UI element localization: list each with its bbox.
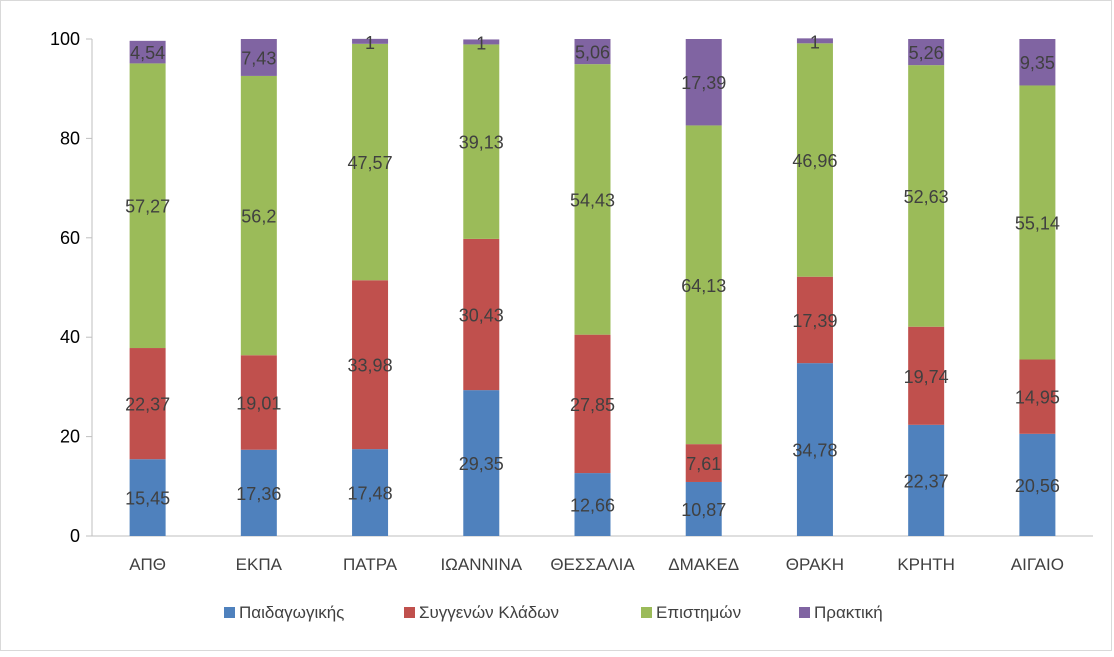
data-label: 52,63 — [904, 187, 949, 207]
x-category-label: ΑΠΘ — [129, 555, 166, 574]
bar-segment — [1019, 359, 1056, 434]
legend-label: Παιδαγωγικής — [239, 603, 344, 622]
bar-segment — [463, 390, 500, 536]
bar-segment — [685, 39, 722, 126]
x-category-label: ΘΕΣΣΑΛΙΑ — [550, 555, 635, 574]
x-category-label: ΕΚΠΑ — [236, 555, 283, 574]
data-label: 19,74 — [904, 367, 949, 387]
y-tick-label: 80 — [60, 128, 80, 148]
bar-segment — [129, 348, 166, 460]
legend-swatch — [404, 607, 415, 618]
data-label: 19,01 — [236, 393, 281, 413]
bar-segment — [796, 38, 833, 44]
x-category-label: ΠΑΤΡΑ — [343, 555, 398, 574]
bar-segment — [685, 444, 722, 482]
legend-label: Συγγενών Κλάδων — [419, 603, 559, 622]
bar-segment — [796, 43, 833, 277]
data-label: 29,35 — [459, 454, 504, 474]
bar-segment — [908, 65, 945, 327]
data-label: 22,37 — [125, 395, 170, 415]
bar-segment — [240, 449, 277, 536]
data-label: 17,36 — [236, 484, 281, 504]
data-label: 57,27 — [125, 197, 170, 217]
bar-segment — [574, 473, 611, 536]
data-label: 15,45 — [125, 489, 170, 509]
data-label: 7,43 — [241, 48, 276, 68]
bar-segment — [352, 38, 389, 44]
y-tick-label: 60 — [60, 228, 80, 248]
x-category-label: ΘΡΑΚΗ — [786, 555, 844, 574]
bar-segment — [796, 363, 833, 536]
data-label: 17,48 — [348, 484, 393, 504]
bar-segment — [240, 75, 277, 356]
data-label: 34,78 — [792, 441, 837, 461]
data-label: 1 — [365, 33, 375, 53]
data-label: 12,66 — [570, 496, 615, 516]
data-label: 30,43 — [459, 306, 504, 326]
bar-segment — [574, 64, 611, 335]
bar-segment — [685, 125, 722, 445]
data-label: 5,06 — [575, 43, 610, 63]
bar-segment — [574, 334, 611, 474]
legend-swatch — [641, 607, 652, 618]
x-category-label: ΙΩΑΝΝΙΝΑ — [440, 555, 522, 574]
data-label: 17,39 — [792, 311, 837, 331]
bar-segment — [1019, 433, 1056, 536]
bar-segment — [352, 449, 389, 536]
bar-segment — [908, 326, 945, 425]
x-category-label: ΔΜΑΚΕΔ — [668, 555, 739, 574]
data-label: 1 — [476, 33, 486, 53]
data-label: 27,85 — [570, 395, 615, 415]
x-category-label: ΚΡΗΤΗ — [897, 555, 955, 574]
data-label: 54,43 — [570, 190, 615, 210]
bar-segment — [129, 63, 166, 349]
data-label: 7,61 — [686, 454, 721, 474]
bar-segment — [685, 481, 722, 536]
x-category-label: ΑΙΓΑΙΟ — [1011, 555, 1064, 574]
bar-segment — [463, 238, 500, 391]
data-label: 5,26 — [909, 43, 944, 63]
bar-segment — [129, 459, 166, 536]
bar-segment — [240, 355, 277, 450]
data-label: 1 — [810, 32, 820, 52]
bar-segment — [463, 39, 500, 45]
bar-segment — [1019, 39, 1056, 86]
bar-segment — [1019, 85, 1056, 360]
data-label: 14,95 — [1015, 388, 1060, 408]
bar-segment — [463, 44, 500, 239]
data-label: 22,37 — [904, 471, 949, 491]
legend-label: Πρακτική — [814, 603, 883, 622]
legend-swatch — [799, 607, 810, 618]
data-label: 46,96 — [792, 151, 837, 171]
data-label: 39,13 — [459, 133, 504, 153]
data-label: 55,14 — [1015, 213, 1060, 233]
bar-segment — [352, 43, 389, 281]
data-label: 56,2 — [241, 207, 276, 227]
y-tick-label: 0 — [70, 526, 80, 546]
bar-segment — [908, 39, 945, 66]
data-label: 20,56 — [1015, 476, 1060, 496]
bar-segment — [240, 39, 277, 76]
y-tick-label: 40 — [60, 327, 80, 347]
data-label: 64,13 — [681, 276, 726, 296]
data-label: 33,98 — [348, 356, 393, 376]
y-tick-label: 20 — [60, 427, 80, 447]
bar-segment — [129, 40, 166, 64]
legend-swatch — [224, 607, 235, 618]
data-label: 17,39 — [681, 73, 726, 93]
legend-label: Επιστημών — [656, 603, 741, 622]
bar-segment — [574, 39, 611, 65]
data-label: 10,87 — [681, 500, 726, 520]
bar-segment — [796, 276, 833, 364]
data-label: 9,35 — [1020, 53, 1055, 73]
data-label: 4,54 — [130, 43, 165, 63]
bar-segment — [908, 424, 945, 536]
bar-segment — [352, 280, 389, 450]
y-tick-label: 100 — [50, 29, 80, 49]
data-label: 47,57 — [348, 153, 393, 173]
